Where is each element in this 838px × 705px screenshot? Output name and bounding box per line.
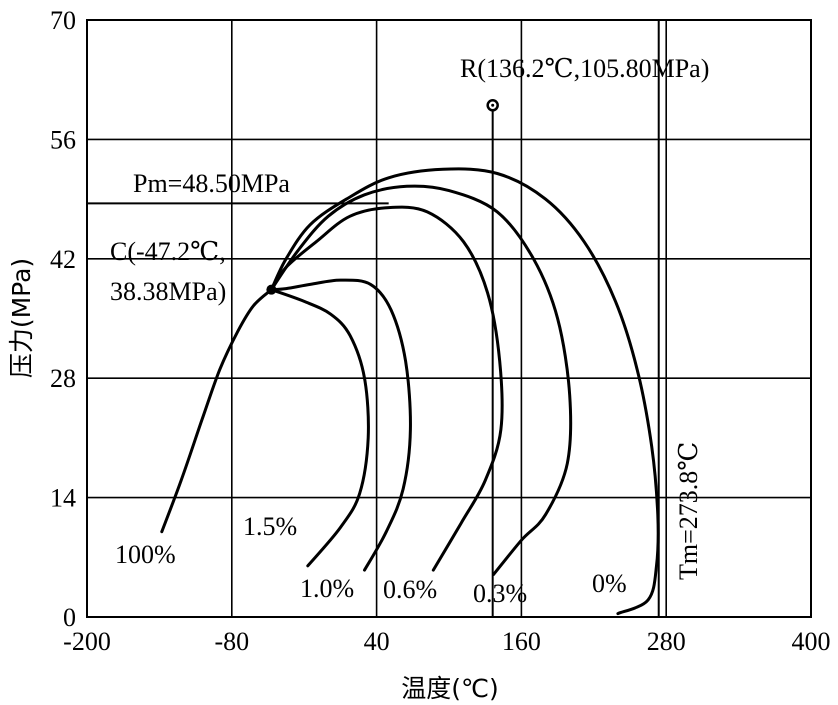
y-tick-label-3: 42	[50, 245, 76, 274]
x-tick-label-2: 40	[364, 627, 390, 656]
x-tick-label-0: -200	[63, 627, 111, 656]
curve-label-0-3: 0.3%	[473, 579, 527, 608]
y-tick-label-0: 0	[63, 603, 76, 632]
curve-label-0: 0%	[592, 569, 627, 598]
y-tick-label-2: 28	[50, 364, 76, 393]
x-axis-title: 温度(℃)	[401, 674, 499, 703]
y-tick-label-5: 70	[50, 6, 76, 35]
x-tick-label-5: 400	[792, 627, 831, 656]
grid	[87, 20, 811, 617]
curves	[87, 20, 660, 617]
curve-label-100: 100%	[115, 540, 176, 569]
x-tick-label-1: -80	[214, 627, 249, 656]
curve-100pct	[160, 288, 273, 534]
x-tick-label-3: 160	[502, 627, 541, 656]
c-point-label-line1: C(-47.2℃,	[110, 237, 226, 266]
point-c	[266, 284, 277, 295]
curve-1-5pct	[269, 288, 370, 568]
x-tick-labels: -200 -80 40 160 280 400	[63, 627, 830, 656]
curve-1-0pct	[269, 278, 412, 572]
point-r-center	[491, 103, 495, 107]
y-tick-labels: 0 14 28 42 56 70	[50, 6, 76, 632]
annotations: R(136.2℃,105.80MPa) Pm=48.50MPa C(-47.2℃…	[110, 54, 709, 608]
curve-label-1-0: 1.0%	[300, 574, 354, 603]
pm-label: Pm=48.50MPa	[133, 169, 290, 198]
curve-0pct	[269, 167, 660, 616]
r-point-label: R(136.2℃,105.80MPa)	[460, 54, 709, 83]
y-axis-title: 压力(MPa)	[7, 258, 36, 378]
y-tick-label-4: 56	[50, 125, 76, 154]
x-tick-label-4: 280	[647, 627, 686, 656]
y-tick-label-1: 14	[50, 484, 76, 513]
curve-0-6pct	[269, 205, 504, 572]
tm-label: Tm=273.8℃	[674, 442, 703, 580]
curve-label-1-5: 1.5%	[243, 512, 297, 541]
plot-frame	[86, 19, 812, 618]
curve-0-3pct	[269, 184, 573, 576]
curve-label-0-6: 0.6%	[383, 575, 437, 604]
c-point-label-line2: 38.38MPa)	[110, 277, 226, 306]
